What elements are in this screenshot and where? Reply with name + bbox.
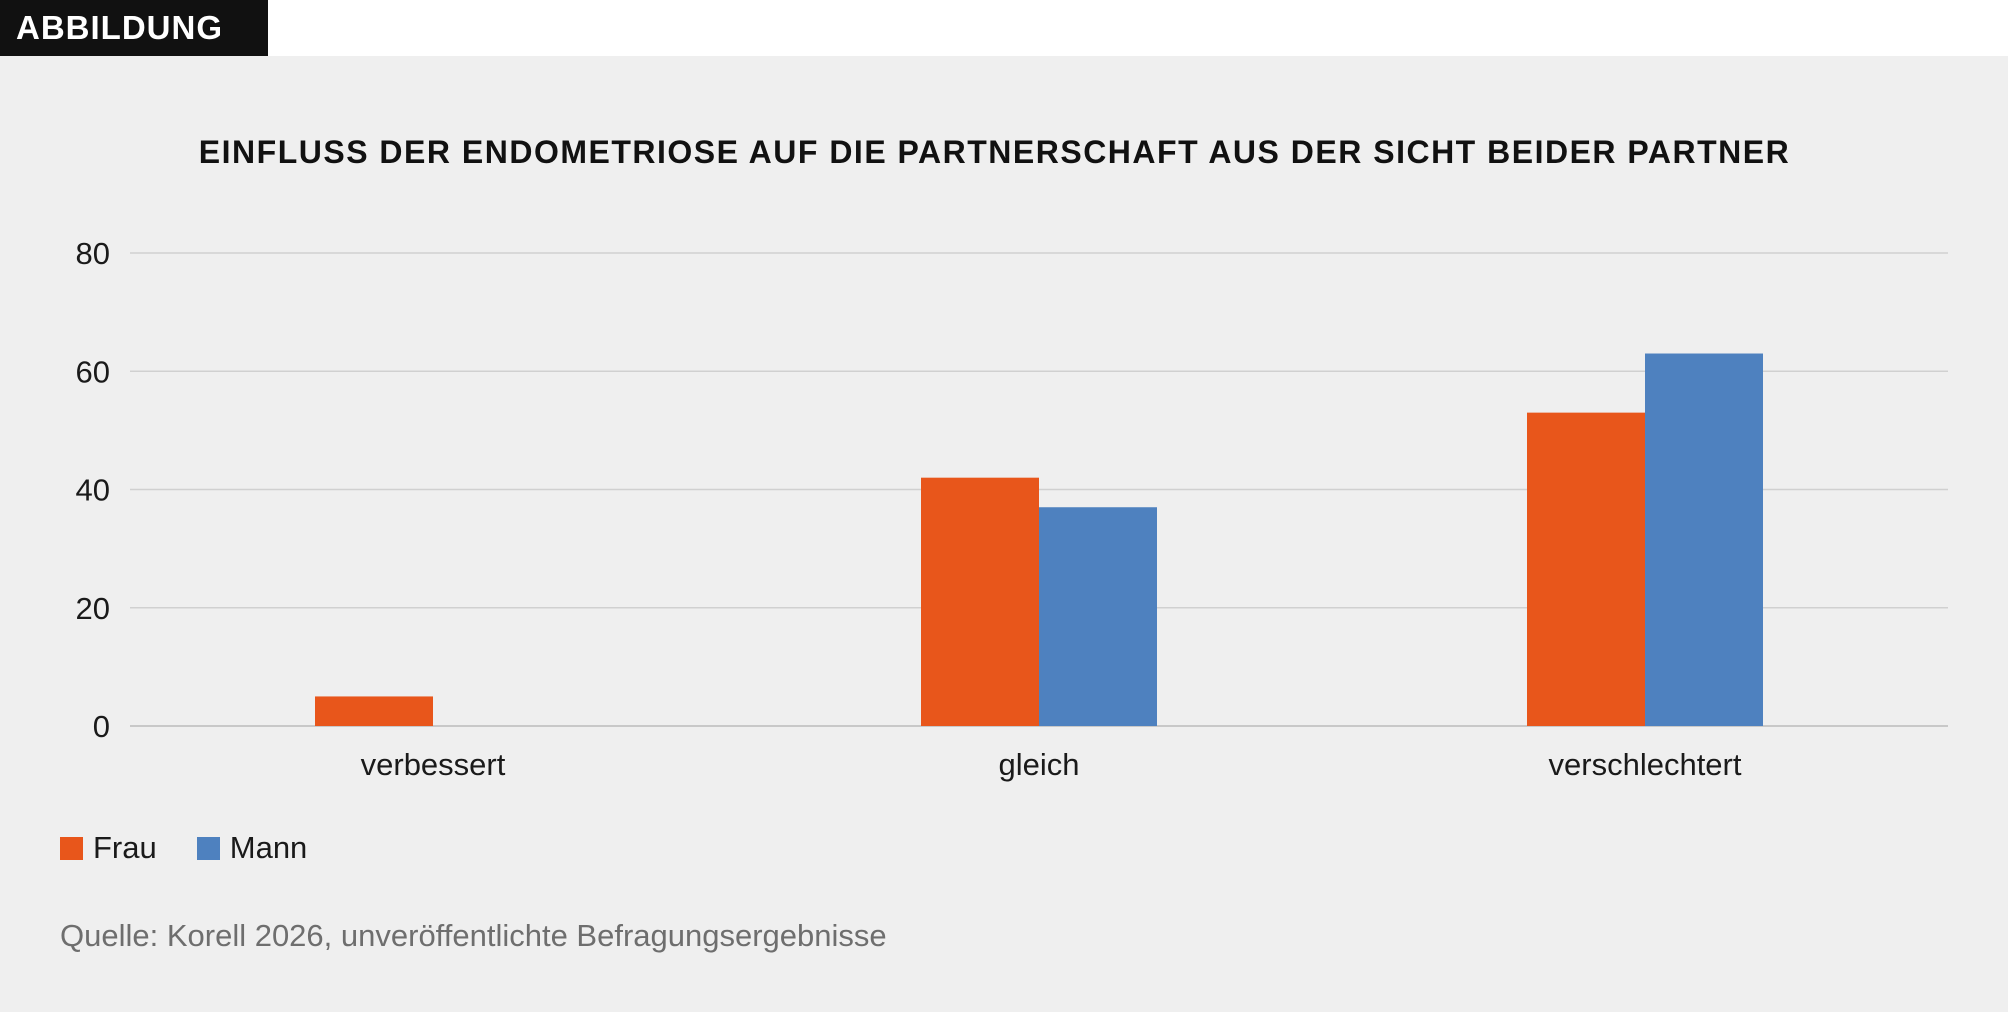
- x-tick-label: gleich: [999, 747, 1080, 782]
- y-tick-label: 40: [76, 473, 110, 508]
- legend-swatch-frau: [60, 836, 83, 860]
- x-tick-label: verschlechtert: [1549, 747, 1742, 782]
- bar-mann: [1645, 353, 1763, 726]
- figure-label: ABBILDUNG 2: [0, 0, 268, 102]
- source-note: Quelle: Korell 2026, unveröffentlichte B…: [60, 918, 887, 953]
- chart-plot: 0 20 40 60 80 verbessert gleich verschlechtert: [76, 236, 1948, 782]
- y-tick-label: 80: [76, 236, 110, 271]
- bar-frau: [1527, 412, 1645, 726]
- bar-frau: [921, 477, 1039, 726]
- x-tick-label: verbessert: [361, 747, 506, 782]
- chart-title: EINFLUSS DER ENDOMETRIOSE AUF DIE PARTNE…: [198, 134, 1791, 170]
- legend-item-frau: Frau: [60, 830, 157, 866]
- y-tick-label: 20: [76, 591, 110, 626]
- legend: Frau Mann: [60, 830, 347, 866]
- y-tick-label: 60: [76, 354, 110, 389]
- bar-mann: [1039, 507, 1157, 726]
- legend-label-frau: Frau: [93, 830, 157, 865]
- y-tick-label: 0: [93, 709, 110, 744]
- bar-frau: [315, 696, 433, 726]
- legend-item-mann: Mann: [196, 830, 308, 866]
- legend-label-mann: Mann: [229, 830, 308, 865]
- chart-panel: 0 20 40 60 80 verbessert gleich verschlechtert …: [0, 56, 2008, 1012]
- legend-swatch-mann: [196, 836, 220, 860]
